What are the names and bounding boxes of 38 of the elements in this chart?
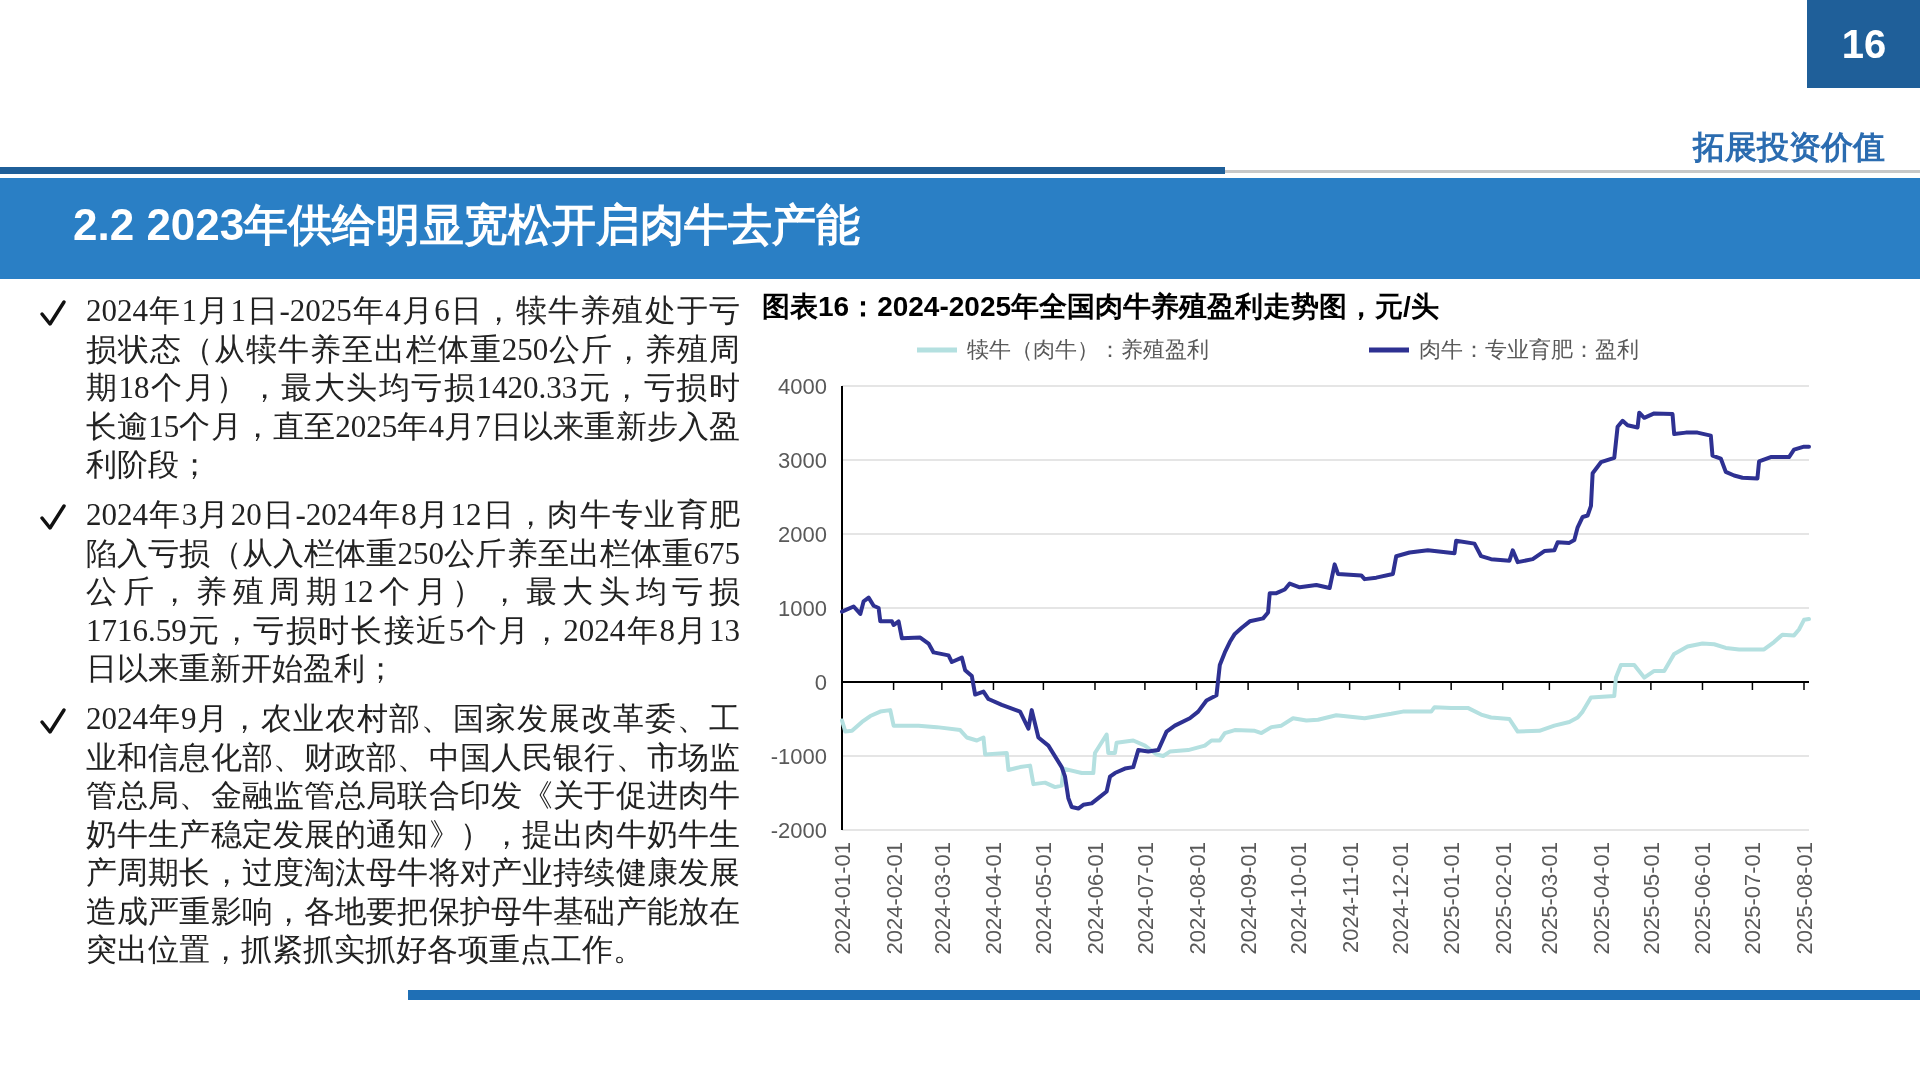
x-tick-label: 2024-01-01 <box>830 842 855 955</box>
text: 2024年3月20日-2024年8月12日，肉牛专业育肥陷入亏损（从入栏体重250公斤养至出栏体重675公斤，养殖周期12个月），最大头均亏损1716.59元，亏损时长接近5个月，2024年8月13日以来重新开始盈利； <box>86 496 741 688</box>
y-tick-label: 2000 <box>778 522 827 547</box>
x-tick-label: 2025-07-01 <box>1740 842 1766 955</box>
x-tick-label: 2025-06-01 <box>1690 842 1716 955</box>
legend-label: 肉牛：专业育肥：盈利 <box>1419 337 1639 362</box>
x-tick-label: 2025-02-01 <box>1490 842 1516 955</box>
legend-label: 犊牛（肉牛）：养殖盈利 <box>967 337 1209 362</box>
text: 16 <box>1841 22 1887 66</box>
x-tick-label: 2024-08-01 <box>1184 842 1210 955</box>
text: 2024年1月1日-2025年4月6日，犊牛养殖处于亏损状态（从犊牛养至出栏体重250公斤，养殖周期18个月），最大头均亏损1420.33元，亏损时长逾15个月，直至2025年4月7日以来重新步入盈利阶段； <box>86 292 740 484</box>
y-tick-label: 1000 <box>778 596 827 621</box>
x-tick-label: 2024-12-01 <box>1387 842 1413 955</box>
x-tick-label: 2024-03-01 <box>929 842 955 955</box>
y-tick-label: 4000 <box>778 374 827 399</box>
line-series <box>840 410 1811 811</box>
x-tick-label: 2025-05-01 <box>1638 842 1664 955</box>
y-tick-label: 0 <box>814 670 827 695</box>
text: 2024年9月，农业农村部、国家发展改革委、工业和信息化部、财政部、中国人民银行、市场监管总局、金融监管总局联合印发《关于促进肉牛奶牛生产稳定发展的通知》），提出肉牛奶牛生产周期长，过度淘汰母牛将对产业持续健康发展造成严重影响，各地要把保护母牛基础产能放在突出位置，抓紧抓实抓好各项重点工作。 <box>86 700 740 969</box>
x-tick-label: 2024-11-01 <box>1337 842 1363 953</box>
x-tick-label: 2024-05-01 <box>1031 842 1057 955</box>
x-tick-label: 2024-09-01 <box>1236 842 1262 955</box>
x-tick-label: 2024-04-01 <box>981 842 1007 955</box>
x-tick-label: 2024-06-01 <box>1082 842 1108 955</box>
text: 拓展投资价值 <box>1692 129 1885 165</box>
x-tick-label: 2024-10-01 <box>1286 842 1312 955</box>
line-series <box>840 617 1811 790</box>
x-tick-label: 2025-01-01 <box>1439 842 1465 955</box>
x-tick-label: 2024-02-01 <box>881 842 907 955</box>
y-tick-label: -1000 <box>770 744 827 769</box>
text: 2.2 2023年供给明显宽松开启肉牛去产能 <box>73 200 861 249</box>
x-tick-label: 2024-07-01 <box>1132 842 1158 955</box>
x-tick-label: 2025-03-01 <box>1537 842 1563 955</box>
x-tick-label: 2025-08-01 <box>1792 842 1818 955</box>
y-tick-label: 3000 <box>778 448 827 473</box>
chart-title: 图表16：2024-2025年全国肉牛养殖盈利走势图，元/头 <box>762 291 1439 322</box>
y-tick-label: -2000 <box>770 818 827 843</box>
x-tick-label: 2025-04-01 <box>1588 842 1614 955</box>
